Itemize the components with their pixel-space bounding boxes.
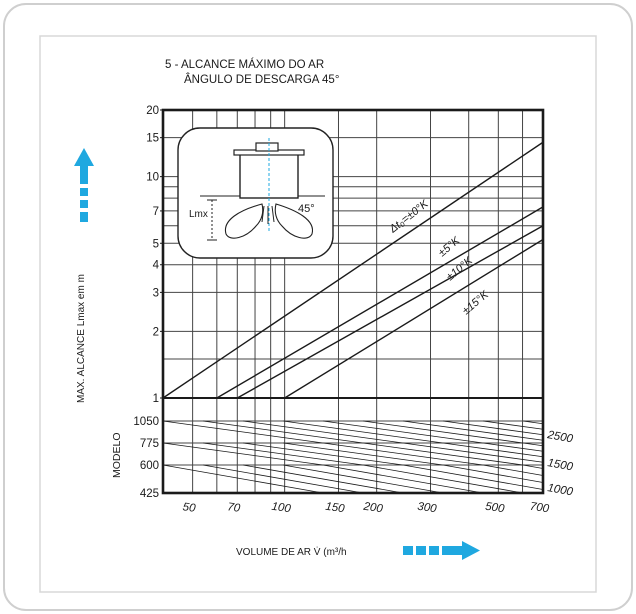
up-arrow-head	[74, 148, 94, 166]
y-tick-label: 10	[146, 172, 159, 184]
model-panel	[162, 398, 544, 494]
model-tick-label: 600	[140, 460, 159, 472]
y-tick-label: 3	[153, 287, 159, 299]
model-right-label: 2500	[545, 429, 574, 446]
model-diagonal	[442, 420, 544, 436]
model-diagonal	[282, 442, 444, 466]
model-diagonal	[482, 442, 544, 452]
model-right-labels: 2500 1500 1000	[545, 429, 574, 499]
model-diagonal	[202, 442, 364, 466]
model-diagonal	[402, 420, 544, 441]
jet-right	[274, 203, 313, 239]
right-arrow-dash	[429, 546, 439, 555]
series-line	[216, 206, 544, 399]
model-diagonal	[402, 464, 544, 490]
y-tick-label: 7	[153, 206, 159, 218]
model-diagonal	[242, 442, 404, 466]
y-axis-label: MAX. ALCANCE Lmax em m	[76, 274, 87, 403]
model-diagonal	[202, 420, 364, 444]
series-line	[284, 238, 544, 399]
model-left-ticks: 1050 775 600 425	[133, 416, 159, 500]
x-tick-label: 500	[484, 501, 505, 516]
right-arrow-dash	[442, 546, 462, 555]
x-tick-labels: 50 70 100 150 200 300 500 700	[182, 501, 550, 516]
model-diagonal	[242, 464, 404, 494]
model-tick-label: 775	[140, 438, 159, 450]
series-line	[236, 225, 544, 399]
inset-length-label: Lmx	[189, 209, 208, 220]
inner-frame	[39, 35, 597, 593]
model-diagonal	[362, 442, 524, 466]
model-diagonal	[242, 420, 404, 444]
x-tick-label: 700	[529, 501, 550, 516]
y-tick-label: 1	[153, 393, 159, 405]
model-diagonal	[162, 442, 324, 466]
model-diagonal	[162, 464, 324, 494]
model-diagonal	[322, 464, 484, 494]
jet-left	[224, 203, 264, 239]
model-panel-label: MODELO	[111, 432, 123, 478]
model-diagonal	[482, 464, 544, 476]
model-diagonal	[322, 442, 484, 466]
right-arrow-head	[462, 541, 480, 560]
plot-border-rect	[161, 108, 545, 495]
up-arrow-dash	[80, 166, 88, 184]
series-line	[162, 141, 544, 399]
chart-subtitle: ÂNGULO DE DESCARGA 45°	[184, 73, 339, 86]
x-tick-label: 200	[362, 501, 384, 516]
right-arrow-dash	[403, 546, 413, 555]
y-tick-label: 4	[153, 260, 160, 272]
model-diagonal	[362, 420, 524, 444]
nozzle-inset: Lmx 45°	[177, 127, 334, 259]
model-diagonal	[322, 420, 484, 444]
up-arrow-icon	[74, 148, 94, 222]
x-axis-label: VOLUME DE AR V̇ (m³/h	[236, 545, 347, 558]
model-diagonal	[522, 420, 544, 425]
y-tick-labels: 1 2 3 4 5 7 10 15 20	[146, 105, 163, 405]
model-diagonal	[522, 442, 544, 447]
model-diagonal	[402, 442, 544, 463]
model-diagonal	[282, 420, 444, 444]
model-diagonal	[202, 464, 364, 494]
right-arrow-icon	[403, 541, 480, 560]
model-diagonal	[522, 464, 544, 469]
x-tick-label: 150	[325, 501, 346, 516]
model-tick-label: 425	[140, 488, 159, 500]
x-tick-label: 50	[182, 501, 197, 515]
model-diagonal	[442, 464, 544, 483]
y-tick-label: 2	[153, 326, 159, 338]
chart-title: 5 - ALCANCE MÁXIMO DO AR	[165, 58, 324, 71]
nozzle-top	[255, 142, 279, 152]
plot-border	[161, 108, 545, 495]
model-right-label: 1000	[546, 482, 574, 498]
series-lines	[162, 141, 544, 399]
model-diagonal	[482, 420, 544, 430]
right-arrow-dash	[416, 546, 426, 555]
y-tick-label: 15	[146, 133, 159, 145]
x-tick-label: 300	[417, 501, 438, 516]
inset-angle-label: 45°	[298, 203, 315, 215]
up-arrow-dash	[80, 188, 88, 196]
x-tick-label: 70	[227, 501, 242, 515]
model-diagonal	[162, 420, 324, 444]
model-diagonal	[442, 442, 544, 458]
model-diagonal	[282, 464, 444, 494]
jet-center	[261, 205, 275, 224]
model-right-label: 1500	[546, 457, 574, 473]
model-diagonal	[362, 464, 524, 494]
up-arrow-dash	[80, 200, 88, 208]
x-tick-label: 100	[271, 501, 292, 516]
model-tick-label: 1050	[133, 416, 159, 428]
y-tick-label: 5	[153, 238, 159, 250]
up-arrow-dash	[80, 212, 88, 222]
y-tick-label: 20	[146, 105, 159, 117]
